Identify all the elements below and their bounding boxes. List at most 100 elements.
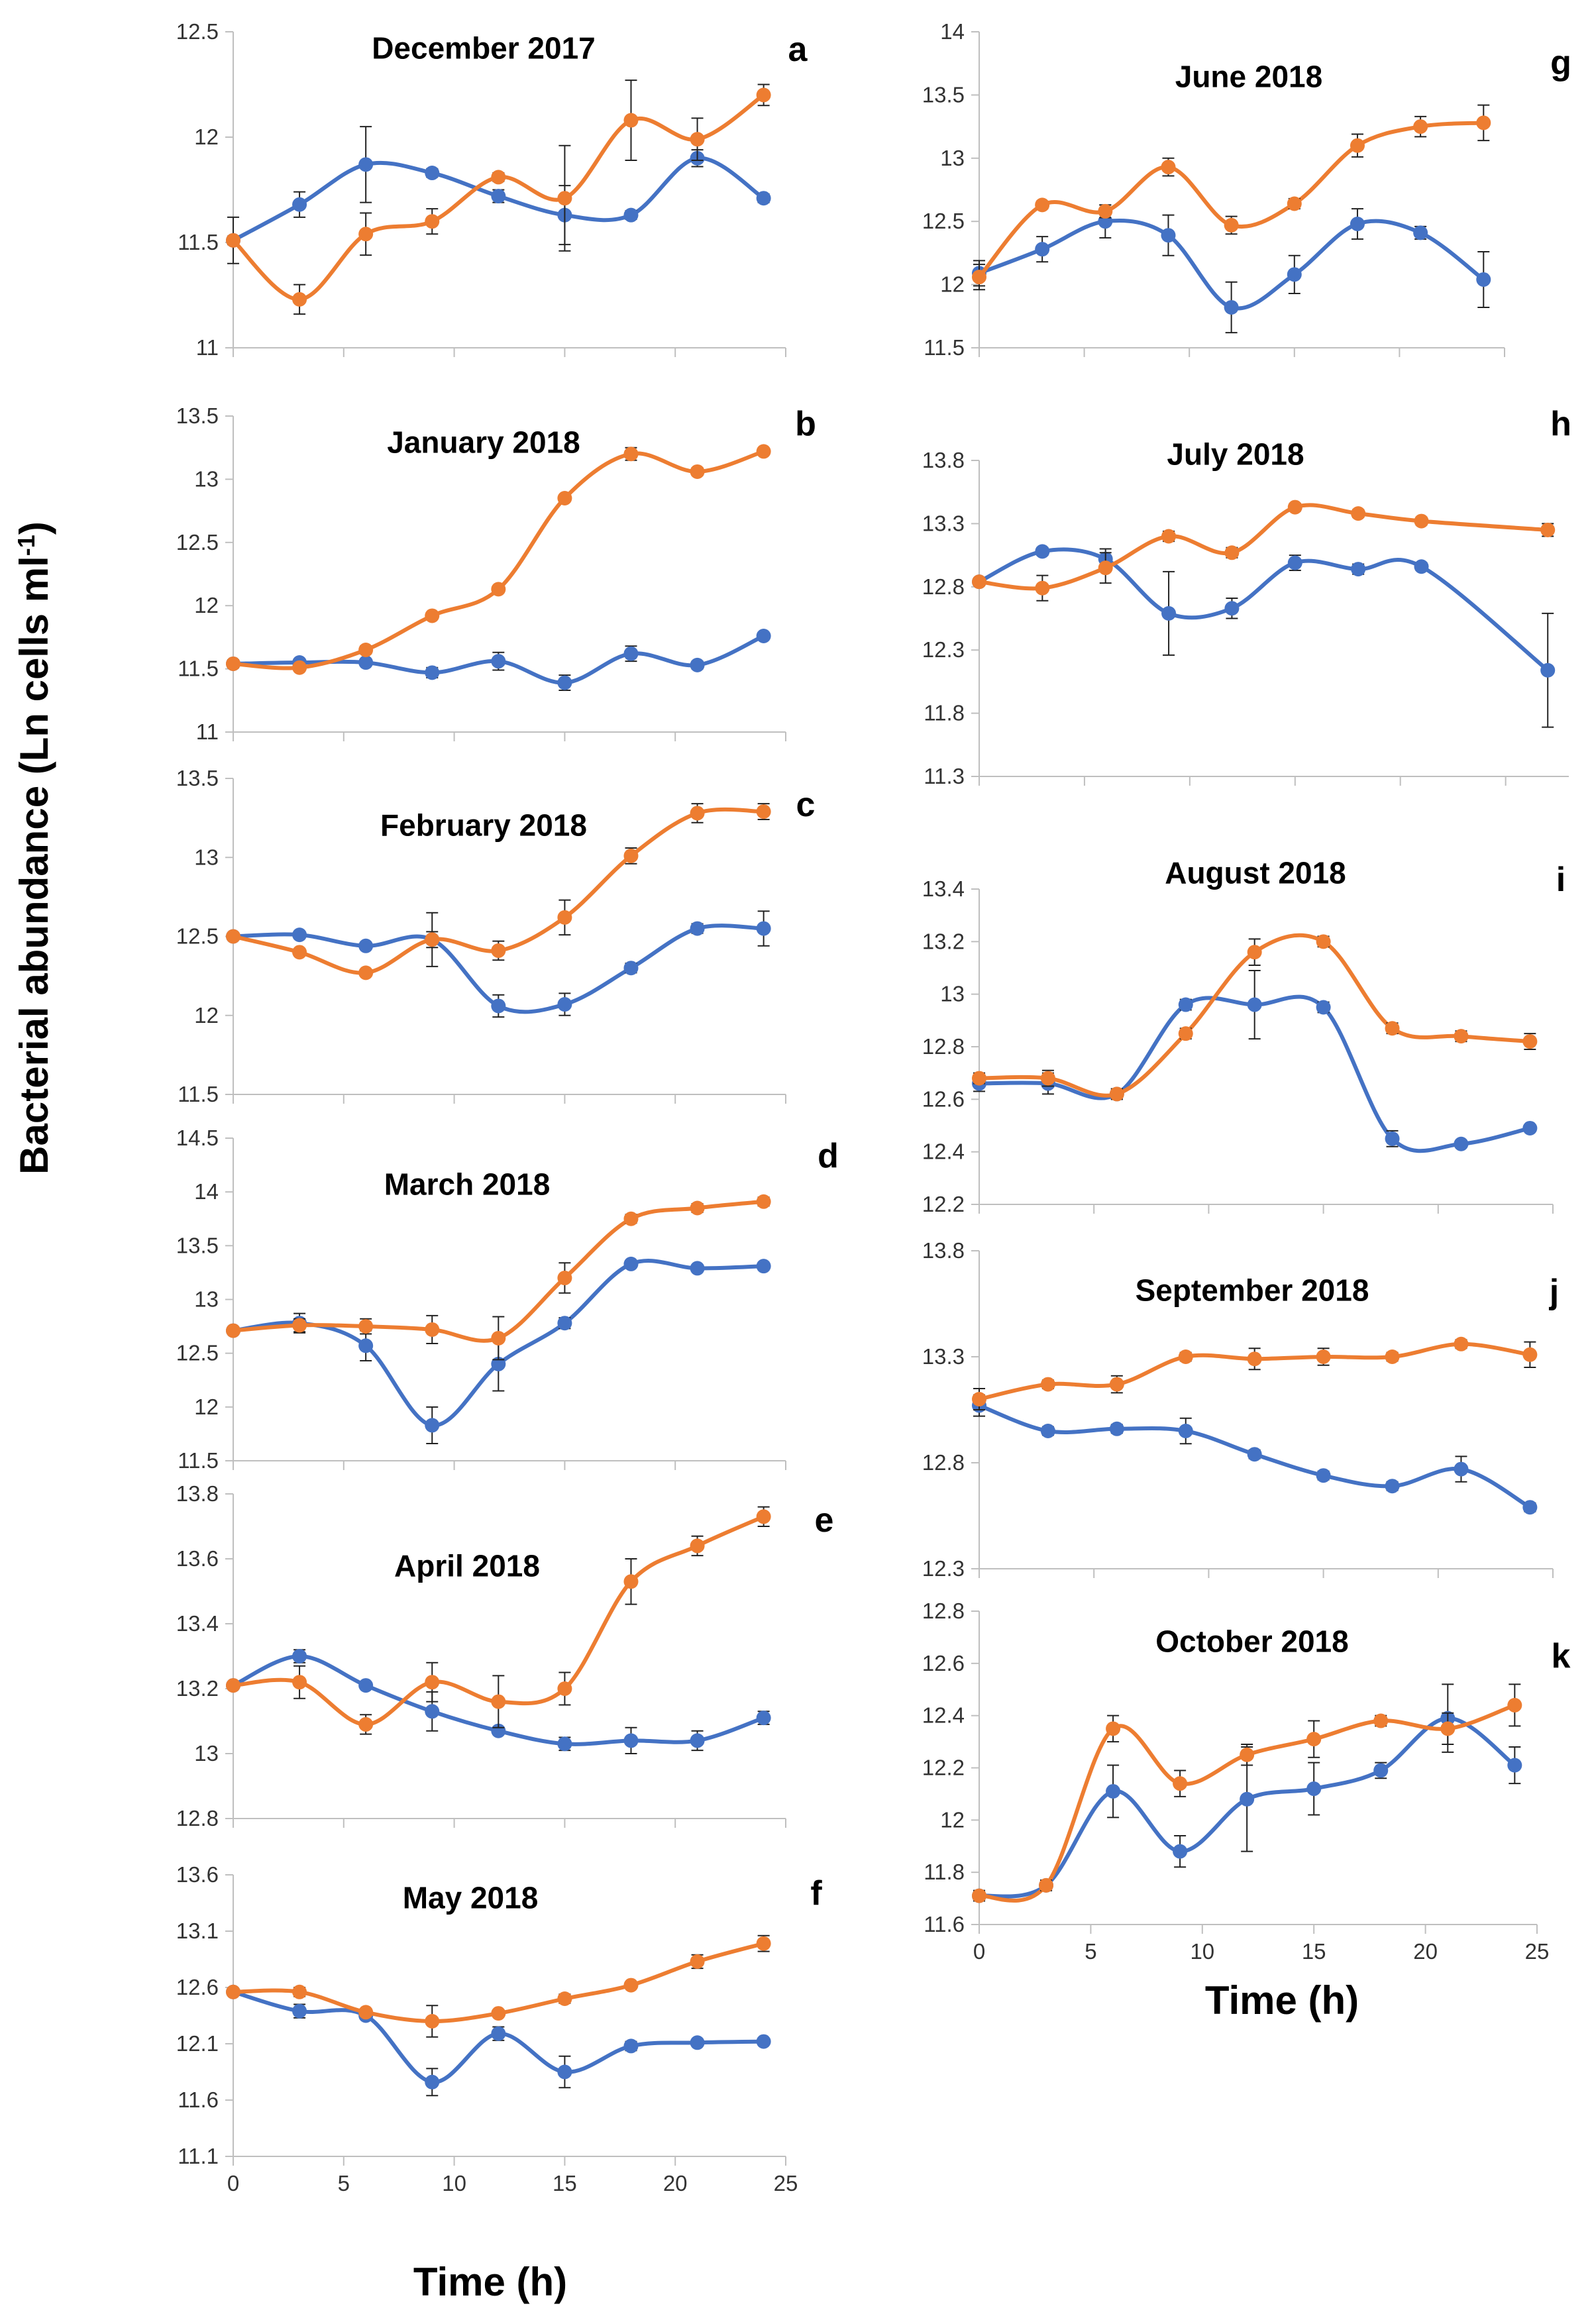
- data-point-orange: [623, 848, 639, 863]
- y-tick-label: 11.5: [178, 1082, 219, 1106]
- panel-letter: a: [788, 30, 808, 69]
- series-orange: [226, 803, 771, 980]
- y-tick-label: 12: [194, 1395, 219, 1419]
- y-tick-label: 12: [194, 125, 219, 149]
- x-tick-label: 5: [338, 2171, 350, 2195]
- data-point-orange: [623, 1978, 639, 1993]
- y-tick-label: 13.3: [922, 511, 965, 535]
- y-tick-label: 12.1: [176, 2031, 219, 2056]
- chart-panel-i: 12.2 12.4 12.6 12.8 13 13.2 13.4 August 2018 i: [922, 856, 1565, 1216]
- data-point-blue: [292, 927, 307, 943]
- series-line-blue: [978, 547, 1550, 672]
- data-point-orange: [1413, 119, 1428, 134]
- data-point-blue: [358, 1338, 374, 1353]
- data-point-orange: [1306, 1732, 1322, 1747]
- data-point-orange: [557, 491, 572, 506]
- data-point-blue: [756, 921, 771, 936]
- data-point-orange: [425, 1322, 440, 1337]
- data-point-orange: [425, 2014, 440, 2029]
- y-tick-label: 13: [194, 1287, 219, 1312]
- y-tick-label: 12.6: [922, 1651, 965, 1675]
- data-point-blue: [623, 207, 639, 223]
- y-tick-label: 11.6: [178, 2087, 219, 2112]
- y-tick-label: 13.5: [176, 766, 219, 790]
- y-tick-label: 12: [940, 272, 965, 297]
- data-point-blue: [756, 191, 771, 206]
- y-tick-label: 12.4: [922, 1703, 965, 1728]
- y-tick-label: 11.1: [178, 2144, 219, 2168]
- data-point-orange: [972, 1392, 986, 1406]
- data-point-blue: [623, 1733, 639, 1748]
- panel-letter: i: [1556, 861, 1565, 899]
- data-point-blue: [1414, 559, 1429, 574]
- y-tick-label: 11.8: [924, 1860, 965, 1884]
- y-tick-label: 12.2: [922, 1756, 965, 1780]
- data-point-blue: [358, 655, 374, 670]
- data-point-orange: [690, 1538, 705, 1554]
- panel-title: March 2018: [384, 1167, 551, 1202]
- y-tick-label: 12.3: [922, 637, 965, 662]
- data-point-blue: [1385, 1131, 1400, 1146]
- y-tick-label: 11.5: [924, 335, 965, 360]
- data-point-blue: [756, 1711, 771, 1726]
- data-point-blue: [1035, 544, 1050, 559]
- data-point-blue: [756, 2034, 771, 2049]
- y-tick-label: 13: [194, 1741, 219, 1766]
- x-tick-label: 20: [1413, 1939, 1438, 1964]
- chart-panel-g: 11.5 12 12.5 13 13.5 14 June 2018 g: [922, 19, 1571, 360]
- data-point-orange: [557, 1991, 572, 2006]
- data-point-blue: [1178, 997, 1193, 1012]
- data-point-orange: [623, 1211, 639, 1226]
- data-point-orange: [425, 932, 440, 947]
- data-point-orange: [623, 1574, 639, 1589]
- series-orange: [972, 1683, 1522, 1903]
- panel-title: May 2018: [403, 1881, 539, 1915]
- data-point-orange: [358, 1717, 374, 1732]
- data-point-blue: [358, 938, 374, 953]
- data-point-orange: [690, 806, 705, 821]
- data-point-orange: [1161, 160, 1176, 175]
- data-point-orange: [756, 1509, 771, 1524]
- data-point-blue: [1240, 1791, 1255, 1807]
- data-point-orange: [972, 270, 986, 285]
- panel-letter: e: [815, 1501, 834, 1540]
- chart-panel-e: 12.8 13 13.2 13.4 13.6 13.8 April 2018 e: [176, 1481, 834, 1830]
- data-point-orange: [491, 170, 506, 185]
- data-point-orange: [690, 132, 705, 147]
- data-point-orange: [1316, 934, 1331, 949]
- data-point-orange: [1540, 522, 1556, 537]
- series-blue: [972, 1394, 1538, 1515]
- data-point-blue: [1173, 1844, 1188, 1859]
- data-point-blue: [1106, 1783, 1121, 1799]
- series-orange: [972, 933, 1538, 1102]
- panel-letter: d: [818, 1137, 839, 1175]
- data-point-blue: [756, 1259, 771, 1274]
- y-tick-label: 12.5: [176, 1341, 219, 1365]
- data-point-blue: [1454, 1136, 1469, 1151]
- data-point-orange: [1440, 1721, 1456, 1736]
- panel-title: September 2018: [1136, 1273, 1369, 1308]
- data-point-orange: [756, 444, 771, 459]
- data-point-orange: [358, 642, 374, 657]
- y-tick-label: 13.8: [176, 1481, 219, 1506]
- series-blue: [972, 969, 1538, 1153]
- series-blue: [226, 1649, 771, 1754]
- y-tick-label: 12: [194, 1003, 219, 1028]
- data-point-blue: [1035, 242, 1050, 257]
- series-orange: [226, 1194, 771, 1361]
- y-tick-label: 13.1: [176, 1919, 219, 1943]
- panel-letter: g: [1550, 44, 1571, 82]
- data-point-orange: [557, 1681, 572, 1696]
- data-point-blue: [491, 998, 506, 1014]
- x-tick-label: 5: [1085, 1939, 1096, 1964]
- y-tick-label: 11.5: [178, 1448, 219, 1473]
- data-point-blue: [1316, 1000, 1331, 1015]
- data-point-orange: [1454, 1336, 1469, 1351]
- data-point-blue: [690, 1261, 705, 1276]
- data-point-orange: [491, 1330, 506, 1346]
- y-tick-label: 12.5: [922, 209, 965, 233]
- data-point-orange: [1522, 1347, 1538, 1362]
- data-point-orange: [557, 191, 572, 206]
- data-point-blue: [1161, 606, 1177, 621]
- y-tick-label: 13.4: [176, 1611, 219, 1636]
